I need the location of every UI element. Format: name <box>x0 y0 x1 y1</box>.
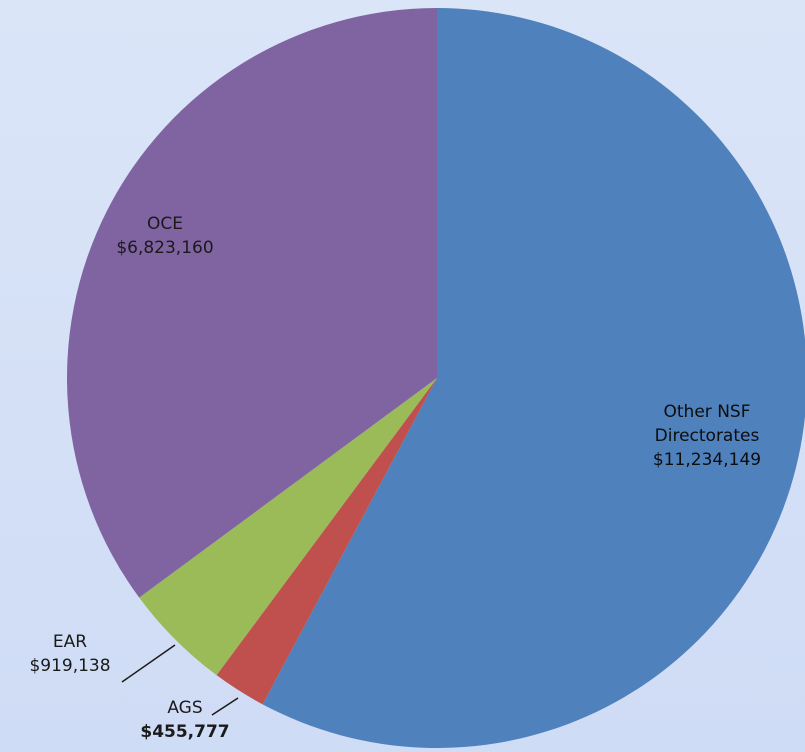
category-label: OCE <box>147 214 183 234</box>
slice-label: OCE $6,823,160 <box>90 212 240 260</box>
pie-slice <box>262 8 805 748</box>
value-label: $11,234,149 <box>652 450 762 470</box>
category-label: AGS <box>167 698 203 718</box>
category-label: Other NSF Directorates <box>654 402 760 446</box>
pie-slice <box>139 378 437 676</box>
slice-label: AGS $455,777 <box>125 696 245 744</box>
leader-line <box>211 697 239 716</box>
slice-label: EAR $919,138 <box>10 630 130 678</box>
value-label: $919,138 <box>29 656 111 676</box>
leader-line <box>121 644 176 683</box>
category-label: EAR <box>52 632 88 652</box>
slice-label: Other NSF Directorates $11,234,149 <box>622 400 792 472</box>
pie-slice <box>216 378 437 705</box>
value-label: $455,777 <box>140 722 230 742</box>
value-label: $6,823,160 <box>116 238 214 258</box>
pie-slice <box>66 8 437 598</box>
